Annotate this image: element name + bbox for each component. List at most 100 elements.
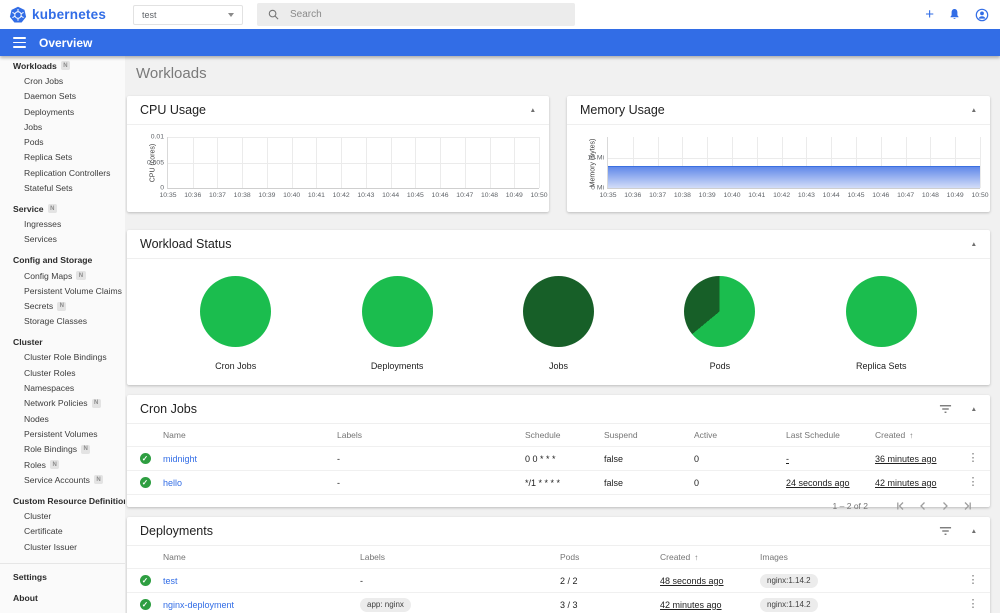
column-header-images[interactable]: Images <box>760 552 956 562</box>
column-header-created[interactable]: Created ↑ <box>660 552 760 562</box>
column-header-name[interactable]: Name <box>163 430 337 440</box>
sidebar-item-deployments[interactable]: Deployments <box>0 104 125 119</box>
sidebar-item-label: Service <box>13 203 44 214</box>
cell-labels: app: nginx <box>360 597 560 612</box>
previous-page-icon[interactable] <box>912 501 934 511</box>
sidebar-item-secrets[interactable]: Secrets N <box>0 298 125 313</box>
filter-icon[interactable] <box>939 404 952 414</box>
sidebar-item-label: Custom Resource Definitions <box>13 495 125 506</box>
sidebar-item-workloads[interactable]: Workloads N <box>0 58 125 73</box>
menu-hamburger-icon[interactable] <box>13 37 26 48</box>
column-header-last-schedule[interactable]: Last Schedule <box>786 430 875 440</box>
sidebar-item-cluster-roles[interactable]: Cluster Roles <box>0 365 125 380</box>
sidebar-item-cluster[interactable]: Cluster <box>0 335 125 350</box>
last_schedule-value[interactable]: - <box>786 453 789 464</box>
pie-chart-deployments[interactable] <box>361 276 433 347</box>
table-row: ✓ nginx-deployment app: nginx 3 / 3 42 minut… <box>127 593 990 613</box>
last_schedule-value[interactable]: 24 seconds ago <box>786 477 850 488</box>
created-value[interactable]: 36 minutes ago <box>875 453 937 464</box>
column-header-pods[interactable]: Pods <box>560 552 660 562</box>
sidebar-item-pods[interactable]: Pods <box>0 134 125 149</box>
pie-chart-cron-jobs[interactable] <box>200 276 272 347</box>
sidebar-item-ingresses[interactable]: Ingresses <box>0 216 125 231</box>
column-header-label: Pods <box>560 552 580 562</box>
sidebar-item-service-accounts[interactable]: Service Accounts N <box>0 472 125 487</box>
next-page-icon[interactable] <box>934 501 956 511</box>
y-axis-tick-label: 0 <box>160 184 164 192</box>
sidebar-item-roles[interactable]: Roles N <box>0 457 125 472</box>
pie-chart-jobs[interactable] <box>522 276 594 347</box>
created-value[interactable]: 42 minutes ago <box>875 477 937 488</box>
sidebar-item-jobs[interactable]: Jobs <box>0 119 125 134</box>
gridline-vertical <box>831 137 833 188</box>
collapse-caret-icon[interactable]: ▲ <box>970 106 977 114</box>
account-user-icon[interactable] <box>975 8 989 22</box>
sidebar-item-cluster[interactable]: Cluster <box>0 508 125 523</box>
column-header-created[interactable]: Created ↑ <box>875 430 956 440</box>
collapse-caret-icon[interactable]: ▲ <box>970 405 977 413</box>
sidebar-item-replica-sets[interactable]: Replica Sets <box>0 150 125 165</box>
first-page-icon[interactable] <box>890 501 912 511</box>
sidebar-item-persistent-volume-claims[interactable]: Persistent Volume ClaimsN <box>0 283 125 298</box>
create-resource-button[interactable]: + <box>925 6 934 23</box>
sidebar-item-nodes[interactable]: Nodes <box>0 411 125 426</box>
pie-chart-replica-sets[interactable] <box>845 276 917 347</box>
cpu-chart: 10:35 10:36 10:37 10:38 10:39 10:40 10:41 10:42… <box>127 126 549 212</box>
search-bar[interactable] <box>257 3 575 26</box>
sidebar-item-custom-resource-definitions[interactable]: Custom Resource Definitions <box>0 493 125 508</box>
created-value[interactable]: 48 seconds ago <box>660 575 724 586</box>
sidebar-item-persistent-volumes[interactable]: Persistent Volumes <box>0 426 125 441</box>
search-input[interactable] <box>290 9 564 20</box>
sidebar-item-settings[interactable]: Settings <box>0 570 125 585</box>
sidebar-item-daemon-sets[interactable]: Daemon Sets <box>0 89 125 104</box>
notifications-bell-icon[interactable] <box>948 8 961 21</box>
sidebar-item-service[interactable]: Service N <box>0 201 125 216</box>
column-header-active[interactable]: Active <box>694 430 786 440</box>
sidebar-item-namespaces[interactable]: Namespaces <box>0 380 125 395</box>
collapse-caret-icon[interactable]: ▲ <box>970 527 977 535</box>
sidebar-item-storage-classes[interactable]: Storage Classes <box>0 314 125 329</box>
collapse-caret-icon[interactable]: ▲ <box>529 106 536 114</box>
column-header-name[interactable]: Name <box>163 552 360 562</box>
sidebar-item-role-bindings[interactable]: Role Bindings N <box>0 442 125 457</box>
x-axis-tick-label: 10:38 <box>233 192 251 199</box>
resource-name-link[interactable]: hello <box>163 477 183 488</box>
x-axis-tick-label: 10:38 <box>673 192 691 199</box>
pie-chart-label: Cron Jobs <box>215 361 257 371</box>
sidebar-item-config-and-storage[interactable]: Config and Storage <box>0 253 125 268</box>
sidebar-item-certificate[interactable]: Certificate <box>0 524 125 539</box>
row-actions-kebab-icon[interactable]: ⋮ <box>967 598 979 610</box>
last-page-icon[interactable] <box>956 501 978 511</box>
workload-status-pies: Cron Jobs Deployments Jobs Pods Replica Sets <box>127 259 990 371</box>
resource-name-link[interactable]: test <box>163 575 178 586</box>
sidebar-item-cluster-role-bindings[interactable]: Cluster Role Bindings <box>0 350 125 365</box>
sidebar-item-stateful-sets[interactable]: Stateful Sets <box>0 180 125 195</box>
collapse-caret-icon[interactable]: ▲ <box>970 240 977 248</box>
sidebar-item-cluster-issuer[interactable]: Cluster Issuer <box>0 539 125 554</box>
sidebar-item-cron-jobs[interactable]: Cron Jobs <box>0 73 125 88</box>
gridline-vertical <box>980 137 981 188</box>
deployments-card: Deployments ▲ Name Labels Pods Created ↑ Imag… <box>127 517 990 613</box>
filter-icon[interactable] <box>939 526 952 536</box>
column-header-suspend[interactable]: Suspend <box>604 430 694 440</box>
resource-name-link[interactable]: nginx-deployment <box>163 599 235 610</box>
sidebar-item-about[interactable]: About <box>0 591 125 606</box>
sidebar-item-network-policies[interactable]: Network Policies N <box>0 396 125 411</box>
cell-schedule: 0 0 * * * <box>525 453 556 464</box>
kubernetes-logo[interactable]: kubernetes <box>9 6 121 24</box>
sidebar-item-replication-controllers[interactable]: Replication Controllers <box>0 165 125 180</box>
column-header-schedule[interactable]: Schedule <box>525 430 604 440</box>
x-axis-tick-label: 10:49 <box>505 192 523 199</box>
sidebar-item-services[interactable]: Services <box>0 232 125 247</box>
column-header-labels[interactable]: Labels <box>360 552 560 562</box>
row-actions-kebab-icon[interactable]: ⋮ <box>967 452 979 464</box>
column-header-labels[interactable]: Labels <box>337 430 525 440</box>
row-actions-kebab-icon[interactable]: ⋮ <box>967 476 979 488</box>
resource-name-link[interactable]: midnight <box>163 453 198 464</box>
created-value[interactable]: 42 minutes ago <box>660 599 722 610</box>
row-actions-kebab-icon[interactable]: ⋮ <box>967 574 979 586</box>
sidebar-item-config-maps[interactable]: Config Maps N <box>0 268 125 283</box>
namespace-selector[interactable]: test <box>133 4 243 25</box>
pie-chart-pods[interactable] <box>684 276 756 347</box>
